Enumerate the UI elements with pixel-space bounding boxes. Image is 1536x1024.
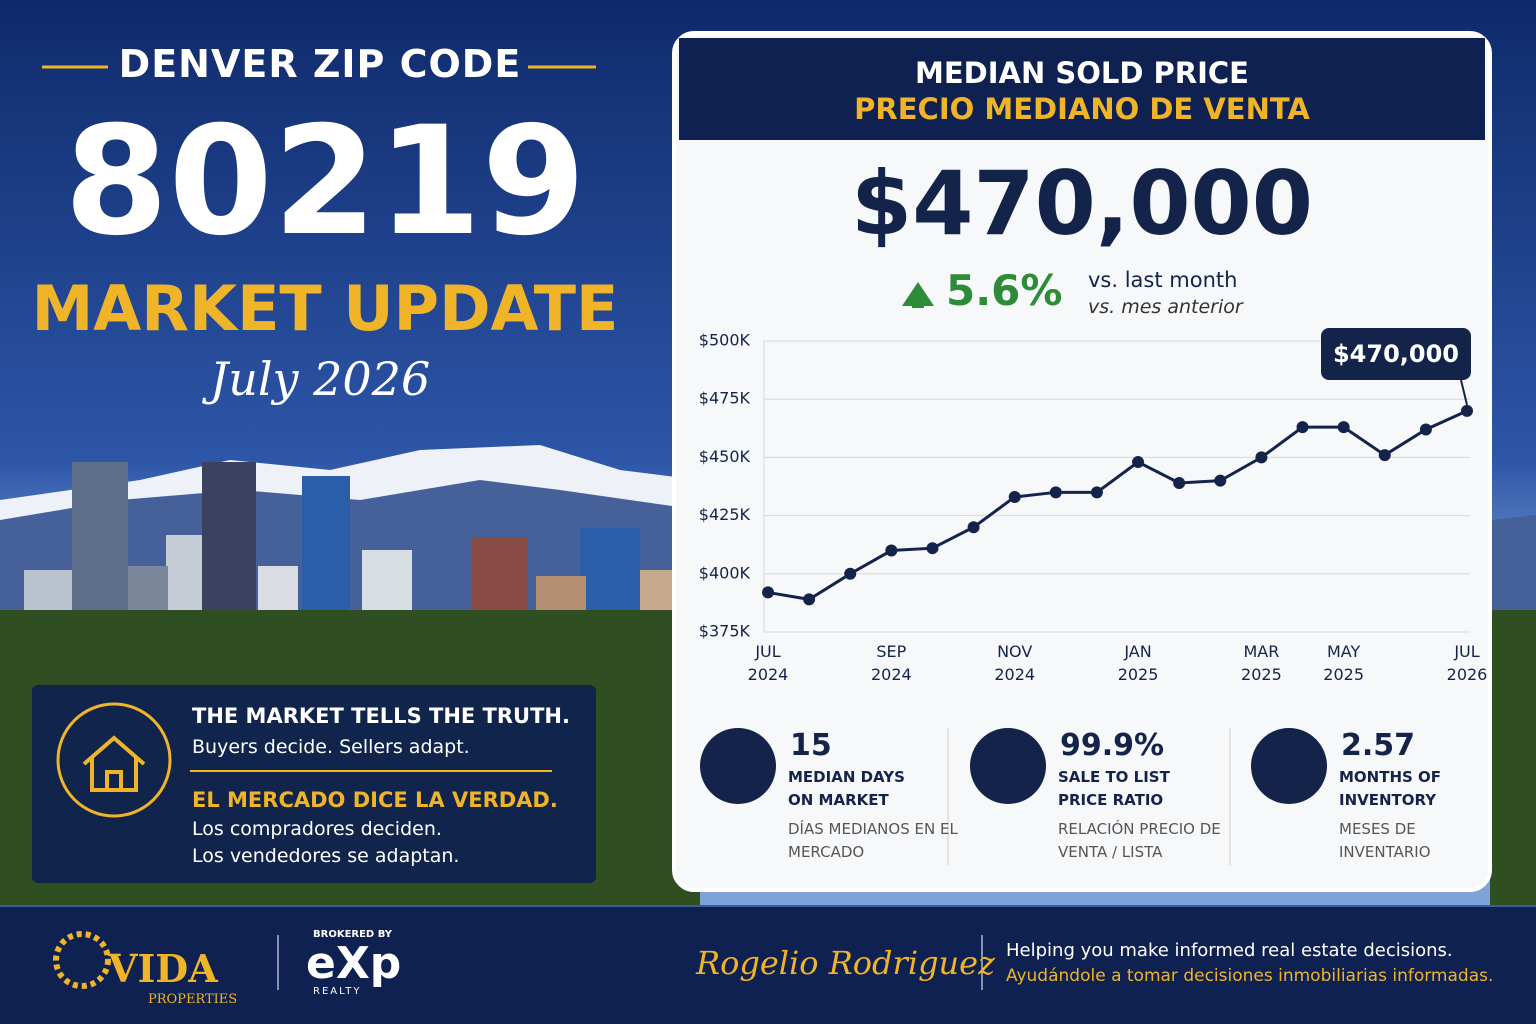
point (926, 542, 939, 555)
line (767, 409, 1468, 601)
x-tick-label: JUL 2024 (747, 642, 789, 684)
stat-value: 99.9% (1060, 728, 1165, 763)
stat-label-en: MEDIAN DAYS ON MARKET (788, 768, 905, 809)
exp-sub: REALTY (313, 986, 362, 997)
change-en: vs. last month (1088, 268, 1238, 292)
point (1132, 456, 1145, 469)
tagline-en: Helping you make informed real estate de… (1006, 940, 1453, 961)
card-title-en: MEDIAN SOLD PRICE (915, 56, 1249, 90)
change-es: vs. mes anterior (1088, 296, 1243, 318)
y-tick-label: $375K (699, 622, 751, 641)
message-title-en: THE MARKET TELLS THE TRUTH. (192, 704, 570, 728)
price: $470,000 (850, 152, 1314, 255)
x-tick-label: NOV 2024 (994, 642, 1036, 684)
point (1090, 486, 1103, 499)
callout-pointer (1460, 379, 1468, 406)
tagline-es: Ayudándole a tomar decisiones inmobiliar… (1006, 966, 1494, 986)
stat-label-es: MESES DE INVENTARIO (1339, 820, 1431, 861)
message-text-es: Los vendedores se adaptan. (192, 845, 460, 867)
point (1008, 490, 1021, 503)
stat-value: 2.57 (1341, 728, 1416, 763)
stat-label-es: RELACIÓN PRECIO DE VENTA / LISTA (1058, 820, 1221, 861)
card-title-es: PRECIO MEDIANO DE VENTA (854, 92, 1310, 126)
callout-box (1321, 328, 1471, 380)
callout-label: $470,000 (1333, 340, 1459, 368)
y-tick-label: $475K (699, 389, 751, 408)
point (1296, 421, 1309, 434)
point (1049, 486, 1062, 499)
change: 5.6% (946, 266, 1063, 315)
stat-value: 15 (790, 728, 832, 763)
x-tick-label: SEP 2024 (870, 642, 912, 684)
date: July 2026 (209, 352, 431, 406)
point (1173, 477, 1186, 490)
y-tick-label: $500K (699, 331, 751, 350)
y-tick-label: $400K (699, 563, 751, 582)
point (762, 586, 774, 599)
stat-icon (1251, 728, 1327, 804)
point (1378, 449, 1391, 462)
stat-icon (700, 728, 776, 804)
y-tick-label: $425K (699, 505, 751, 524)
point (1419, 423, 1432, 436)
signature: Rogelio Rodriguez (696, 944, 995, 982)
x-tick-label: MAY 2025 (1323, 642, 1364, 684)
point (1214, 474, 1227, 487)
point (1461, 404, 1473, 417)
point (967, 521, 980, 534)
message-title-es: EL MERCADO DICE LA VERDAD. (192, 788, 558, 812)
brand-sub: PROPERTIES (148, 992, 238, 1007)
exp-logo: eXp (306, 938, 402, 989)
message-text-en: Buyers decide. Sellers adapt. (192, 736, 470, 758)
x-tick-label: MAR 2025 (1241, 642, 1282, 684)
point (803, 593, 816, 606)
message-text-es: Los compradores deciden. (192, 818, 442, 840)
stat-label-es: DÍAS MEDIANOS EN EL MERCADO (788, 820, 958, 861)
point (885, 544, 898, 557)
x-tick-label: JAN 2025 (1117, 642, 1159, 684)
brokered-by: BROKERED BY (313, 929, 393, 940)
point (844, 567, 857, 580)
point (1337, 421, 1350, 434)
x-tick-label: JUL 2026 (1446, 642, 1488, 684)
brand: VIDA (108, 946, 218, 991)
stat-label-en: MONTHS OF INVENTORY (1339, 768, 1442, 809)
zip-code: 80219 (64, 95, 586, 269)
title: MARKET UPDATE (31, 272, 619, 345)
kicker: DENVER ZIP CODE (118, 42, 522, 86)
stat-label-en: SALE TO LIST PRICE RATIO (1058, 768, 1170, 809)
stat-icon (970, 728, 1046, 804)
point (1255, 451, 1268, 464)
y-tick-label: $450K (699, 447, 751, 466)
